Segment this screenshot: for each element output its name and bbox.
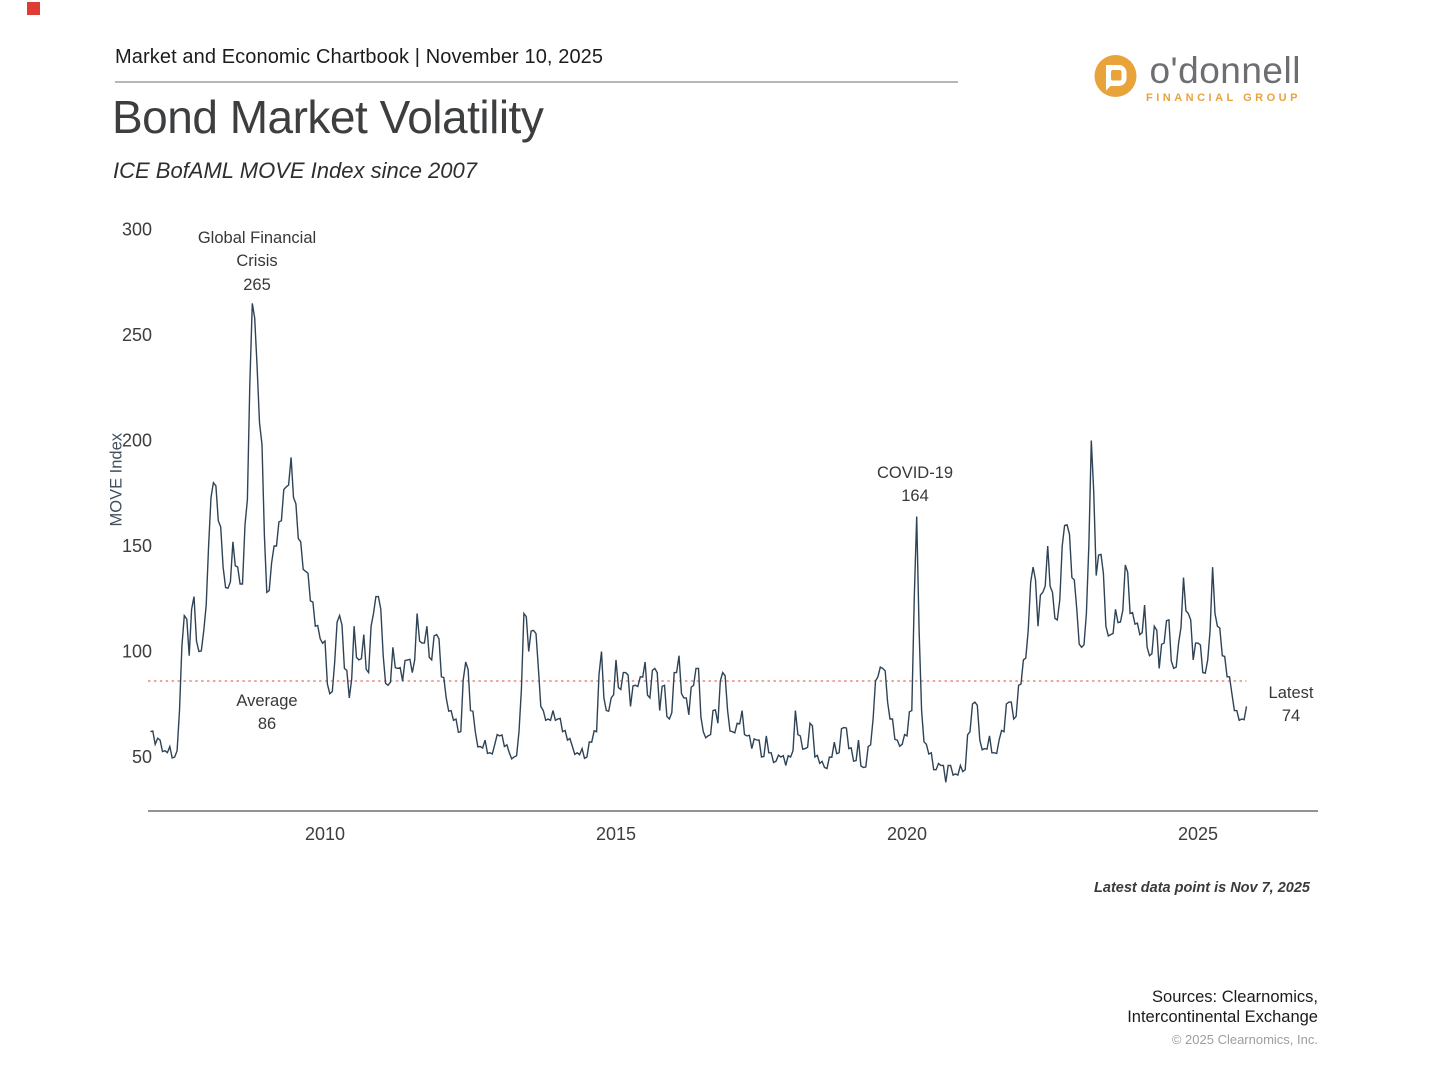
y-tick-label: 200: [122, 431, 152, 451]
annotation-label: Average: [236, 692, 298, 710]
logo-tagline: FINANCIAL GROUP: [1146, 92, 1301, 104]
x-tick-label: 2025: [1178, 824, 1218, 844]
footer: Sources: Clearnomics, Intercontinental E…: [1127, 987, 1318, 1047]
x-tick-label: 2015: [596, 824, 636, 844]
annotation-value: 164: [901, 487, 929, 506]
y-tick-label: 150: [122, 536, 152, 556]
y-tick-label: 50: [132, 747, 152, 767]
sources-line-2: Intercontinental Exchange: [1127, 1008, 1318, 1027]
x-tick-label: 2010: [305, 824, 345, 844]
x-tick-label: 2020: [887, 824, 927, 844]
annotation-label: COVID-19: [876, 464, 954, 482]
logo-text: o'donnell FINANCIAL GROUP: [1146, 52, 1301, 104]
annotation-label: Latest: [1268, 684, 1314, 702]
speech-bubble-d-icon: [1093, 53, 1138, 104]
annotation-label: Global Financial Crisis: [197, 229, 317, 271]
red-marker: [27, 2, 40, 15]
company-logo: o'donnell FINANCIAL GROUP: [1093, 52, 1301, 104]
logo-name: o'donnell: [1149, 50, 1301, 91]
header-divider: [115, 81, 958, 83]
move-index-line: [150, 303, 1248, 783]
annotation-latest: Latest 74: [1246, 682, 1336, 729]
annotation-global-financial-crisis: Global Financial Crisis 265: [182, 227, 332, 297]
annotation-value: 265: [243, 275, 271, 294]
page-title: Bond Market Volatility: [112, 91, 544, 143]
annotation-average: Average 86: [207, 690, 327, 737]
page-subtitle: ICE BofAML MOVE Index since 2007: [113, 158, 477, 183]
latest-data-note: Latest data point is Nov 7, 2025: [1094, 880, 1310, 896]
sources-line-1: Sources: Clearnomics,: [1152, 988, 1318, 1006]
annotation-value: 74: [1281, 707, 1301, 726]
y-tick-label: 100: [122, 642, 152, 662]
annotation-value: 86: [257, 715, 277, 734]
chartbook-header: Market and Economic Chartbook | November…: [115, 46, 604, 68]
copyright: © 2025 Clearnomics, Inc.: [1171, 1032, 1318, 1048]
y-tick-label: 250: [122, 325, 152, 345]
annotation-covid-19: COVID-19 164: [855, 462, 975, 509]
y-tick-label: 300: [122, 220, 152, 240]
